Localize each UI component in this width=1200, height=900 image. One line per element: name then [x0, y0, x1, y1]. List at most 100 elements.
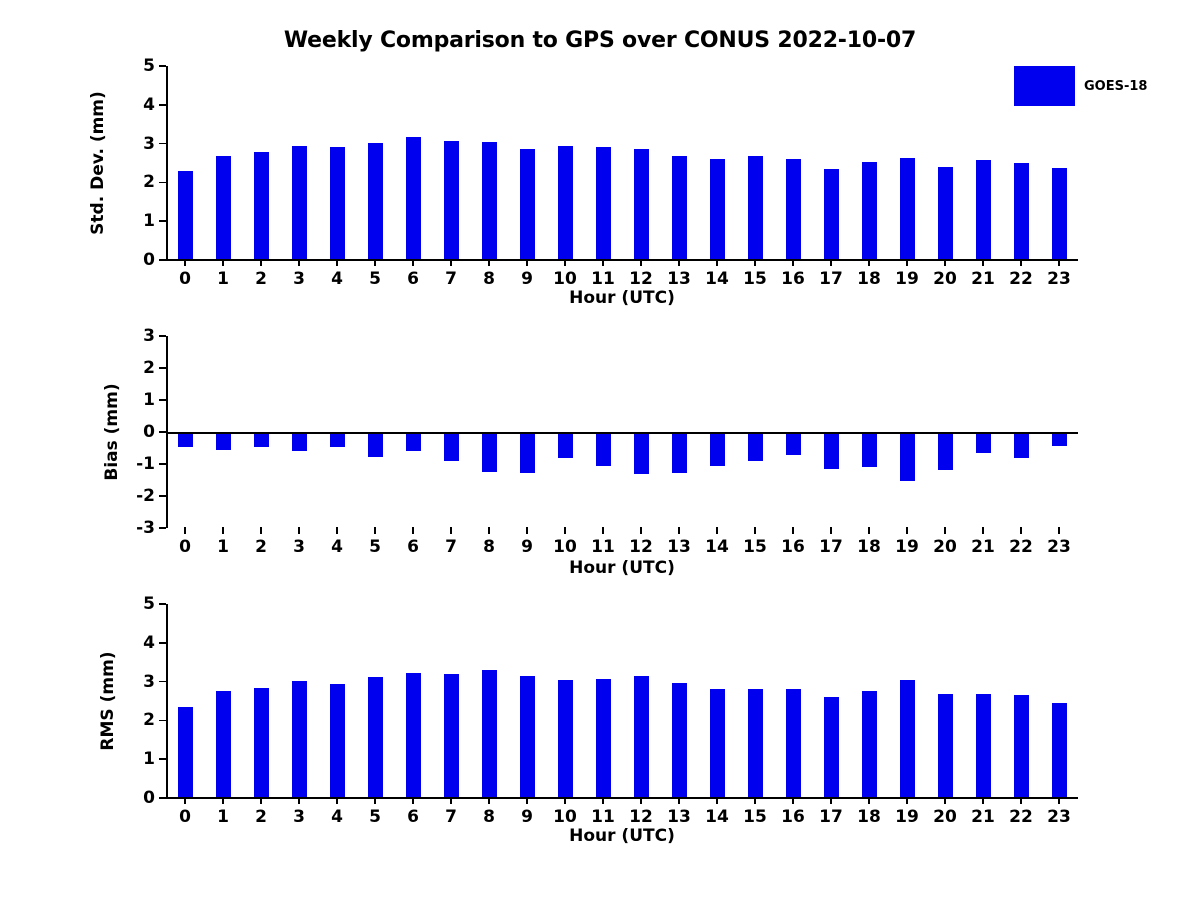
y-tick-label-bias: -3 [136, 518, 155, 538]
bar-std-dev-hour-22 [1013, 163, 1029, 260]
y-tick-rms [159, 642, 166, 644]
x-tick-bias [488, 527, 490, 535]
x-tick-label-bias: 5 [369, 537, 381, 557]
x-tick-label-bias: 21 [971, 537, 995, 557]
y-axis-label-std-dev: Std. Dev. (mm) [88, 91, 108, 235]
y-tick-bias [159, 495, 166, 497]
x-tick-bias [184, 527, 186, 535]
bar-rms-hour-15 [747, 688, 763, 798]
x-tick-label-bias: 15 [743, 537, 767, 557]
bar-rms-hour-1 [215, 690, 231, 798]
x-tick-label-rms: 3 [293, 807, 305, 827]
x-tick-label-std-dev: 8 [483, 269, 495, 289]
x-tick-rms [640, 797, 642, 805]
x-tick-label-bias: 12 [629, 537, 653, 557]
x-tick-label-bias: 2 [255, 537, 267, 557]
x-tick-bias [260, 527, 262, 535]
x-tick-label-rms: 10 [553, 807, 577, 827]
x-tick-label-rms: 12 [629, 807, 653, 827]
x-tick-std-dev [298, 259, 300, 267]
x-tick-label-std-dev: 17 [819, 269, 843, 289]
x-tick-label-std-dev: 13 [667, 269, 691, 289]
bar-std-dev-hour-1 [215, 155, 231, 260]
bar-rms-hour-2 [253, 687, 269, 798]
x-tick-label-rms: 23 [1047, 807, 1071, 827]
y-tick-label-bias: -1 [136, 454, 155, 474]
x-tick-label-rms: 9 [521, 807, 533, 827]
bar-std-dev-hour-6 [405, 137, 421, 260]
bar-bias-hour-19 [899, 432, 915, 482]
x-tick-label-bias: 23 [1047, 537, 1071, 557]
x-tick-label-rms: 19 [895, 807, 919, 827]
y-tick-label-bias: -2 [136, 486, 155, 506]
x-tick-label-std-dev: 14 [705, 269, 729, 289]
bar-bias-hour-1 [215, 432, 231, 451]
x-tick-std-dev [260, 259, 262, 267]
bar-std-dev-hour-4 [329, 146, 345, 260]
x-tick-std-dev [1058, 259, 1060, 267]
x-tick-std-dev [222, 259, 224, 267]
bar-std-dev-hour-16 [785, 159, 801, 260]
y-tick-std-dev [159, 104, 166, 106]
x-tick-bias [298, 527, 300, 535]
x-tick-label-bias: 20 [933, 537, 957, 557]
bar-rms-hour-13 [671, 682, 687, 798]
panel-bias: -3 -2 -1 0 1 2 3 0 1 2 3 4 5 6 7 8 9 10 11 12 13 14 15 16 17 18 19… [102, 326, 1078, 578]
bar-bias-hour-9 [519, 432, 535, 473]
bar-bias-hour-17 [823, 432, 839, 469]
x-axis-label-bias: Hour (UTC) [569, 558, 675, 578]
bar-rms-hour-8 [481, 669, 497, 798]
y-tick-rms [159, 758, 166, 760]
x-tick-rms [1058, 797, 1060, 805]
x-tick-bias [944, 527, 946, 535]
x-tick-label-std-dev: 4 [331, 269, 343, 289]
y-tick-label-bias: 0 [143, 422, 155, 442]
y-tick-rms [159, 680, 166, 683]
x-tick-bias [222, 527, 224, 535]
x-tick-rms [716, 797, 718, 805]
bar-bias-hour-23 [1051, 432, 1067, 446]
x-tick-bias [1058, 527, 1060, 535]
bar-bias-hour-12 [633, 432, 649, 475]
x-tick-label-bias: 10 [553, 537, 577, 557]
panel-rms: 0 1 2 3 4 5 0 1 2 3 4 5 6 7 8 9 10 11 12 13 14 15 16 17 18 19 20 21… [98, 594, 1078, 846]
x-tick-rms [678, 797, 680, 805]
bar-rms-hour-14 [709, 688, 725, 798]
y-tick-label-bias: 3 [143, 326, 155, 346]
x-tick-rms [982, 797, 984, 805]
x-tick-label-std-dev: 18 [857, 269, 881, 289]
bar-rms-hour-20 [937, 694, 953, 798]
bar-std-dev-hour-13 [671, 155, 687, 260]
x-tick-bias [716, 527, 718, 535]
x-tick-bias [602, 527, 604, 535]
x-tick-bias [982, 527, 984, 535]
bar-bias-hour-2 [253, 432, 269, 448]
x-tick-bias [450, 527, 452, 535]
x-tick-label-bias: 3 [293, 537, 305, 557]
bar-std-dev-hour-19 [899, 157, 915, 260]
x-tick-std-dev [412, 259, 414, 267]
legend-label-goes18: GOES-18 [1084, 78, 1148, 94]
bar-std-dev-hour-8 [481, 141, 497, 260]
x-tick-std-dev [450, 259, 452, 267]
x-tick-label-rms: 21 [971, 807, 995, 827]
x-axis-label-std-dev: Hour (UTC) [569, 288, 675, 308]
plot-area-std-dev: 0 1 2 3 4 5 0 1 2 3 4 5 6 7 8 9 10 11 12 13 14 15 16 17 18 19 20 21… [143, 56, 1078, 289]
bar-bias-hour-6 [405, 432, 421, 452]
panel-std-dev: 0 1 2 3 4 5 0 1 2 3 4 5 6 7 8 9 10 11 12 13 14 15 16 17 18 19 20 21… [88, 56, 1078, 308]
bar-std-dev-hour-14 [709, 158, 725, 260]
y-tick-label-rms: 1 [143, 749, 155, 770]
x-tick-bias [868, 527, 870, 535]
x-tick-std-dev [374, 259, 376, 267]
x-tick-std-dev [830, 259, 832, 267]
x-tick-label-std-dev: 23 [1047, 269, 1071, 289]
x-tick-bias [1020, 527, 1022, 535]
x-tick-label-bias: 6 [407, 537, 419, 557]
bar-bias-hour-13 [671, 432, 687, 473]
x-tick-label-std-dev: 11 [591, 269, 615, 289]
bar-rms-hour-6 [405, 673, 421, 798]
x-axis-line-rms [166, 797, 1078, 799]
y-tick-rms [159, 797, 166, 799]
x-tick-std-dev [564, 259, 566, 267]
